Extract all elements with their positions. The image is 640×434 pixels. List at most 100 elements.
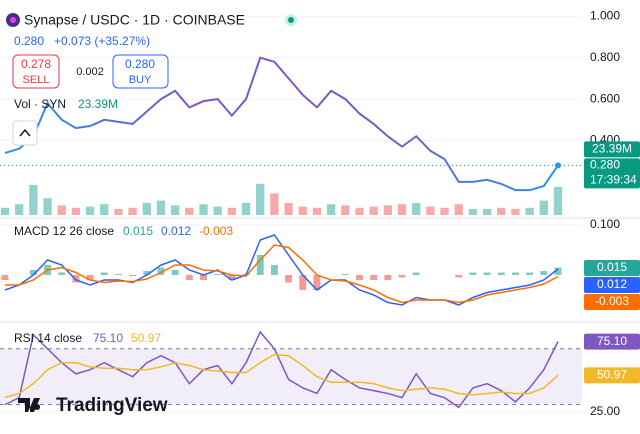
buy-price: 0.280 bbox=[125, 57, 155, 71]
volume-bar bbox=[468, 209, 478, 215]
macd-line bbox=[5, 244, 559, 304]
rsi-legend-value: 75.10 bbox=[93, 331, 123, 345]
volume-bar bbox=[454, 204, 463, 215]
rsi-badge-text: 50.97 bbox=[597, 368, 627, 382]
volume-bar bbox=[213, 206, 222, 215]
y-tick-label: 0.100 bbox=[590, 217, 620, 231]
histogram-bar bbox=[58, 272, 66, 275]
volume-bar bbox=[15, 204, 24, 215]
volume-bar bbox=[270, 193, 279, 215]
symbol-title: Synapse / USDC · 1D · COINBASE bbox=[24, 12, 245, 28]
histogram-bar bbox=[554, 267, 562, 275]
collapse-button[interactable] bbox=[12, 120, 38, 146]
volume-bar bbox=[256, 183, 265, 215]
histogram-bar bbox=[497, 272, 505, 275]
price-badge bbox=[584, 158, 640, 189]
volume-bar bbox=[553, 186, 563, 215]
volume-bar bbox=[326, 204, 336, 215]
last-price: 0.280 bbox=[14, 34, 44, 48]
macd-badge-text: -0.003 bbox=[595, 294, 629, 308]
buy-button[interactable] bbox=[112, 54, 169, 89]
histogram-bar bbox=[214, 274, 222, 275]
y-tick-label: 25.00 bbox=[590, 404, 620, 418]
volume-bar bbox=[369, 206, 378, 215]
histogram-bar bbox=[483, 272, 491, 275]
volume-badge bbox=[584, 141, 640, 158]
volume-bar bbox=[0, 207, 10, 215]
macd-badge-text: 0.015 bbox=[597, 260, 627, 274]
macd-badge-text: 0.012 bbox=[597, 277, 627, 291]
histogram-bar bbox=[185, 275, 193, 280]
histogram-bar bbox=[86, 275, 94, 280]
logo-text: TradingView bbox=[56, 395, 168, 416]
price-line bbox=[4, 56, 559, 192]
rsi-badge bbox=[584, 367, 640, 384]
volume-bar bbox=[511, 209, 520, 215]
last-price-dot bbox=[555, 162, 561, 169]
volume-bar bbox=[412, 203, 421, 215]
histogram-bar bbox=[270, 265, 278, 275]
countdown: 17:39:34 bbox=[590, 172, 637, 186]
volume-bar bbox=[43, 198, 52, 215]
volume-bar bbox=[171, 205, 180, 215]
histogram-bar bbox=[256, 255, 264, 275]
macd-legend-value: 0.015 bbox=[123, 224, 153, 238]
histogram-bar bbox=[72, 275, 80, 283]
y-tick-label: 0.600 bbox=[590, 91, 620, 105]
macd-label: MACD 12 26 close bbox=[14, 224, 114, 238]
volume-bar bbox=[227, 207, 237, 215]
macd-legend-value: -0.003 bbox=[199, 224, 233, 238]
histogram-bar bbox=[143, 271, 151, 275]
histogram-bar bbox=[370, 275, 378, 280]
logo-mark bbox=[18, 398, 41, 412]
histogram-bar bbox=[171, 270, 179, 275]
volume-bar bbox=[426, 206, 435, 215]
volume-bar bbox=[71, 207, 81, 215]
histogram-bar bbox=[1, 275, 9, 280]
rsi-line bbox=[4, 330, 559, 409]
sell-label: SELL bbox=[23, 74, 50, 86]
histogram-bar bbox=[469, 272, 477, 275]
volume-bar bbox=[156, 200, 166, 215]
histogram-bar bbox=[200, 275, 207, 280]
histogram-bar bbox=[412, 272, 420, 275]
volume-badge-text: 23.39M bbox=[592, 141, 632, 155]
rsi-badge bbox=[584, 333, 640, 350]
histogram-bar bbox=[100, 272, 108, 275]
histogram-bar bbox=[285, 275, 293, 283]
volume-bar bbox=[85, 206, 95, 215]
histogram-bar bbox=[384, 275, 392, 280]
volume-bar bbox=[383, 205, 392, 215]
volume-label: Vol · SYN bbox=[14, 97, 66, 111]
y-tick-label: 0.800 bbox=[590, 50, 620, 64]
rsi-line bbox=[4, 353, 559, 399]
volume-bar bbox=[497, 207, 506, 215]
volume-bar bbox=[397, 204, 407, 215]
histogram-bar bbox=[299, 275, 307, 290]
symbol-icon bbox=[10, 17, 16, 23]
buy-label: BUY bbox=[129, 74, 152, 86]
histogram-bar bbox=[313, 275, 321, 290]
volume-bar bbox=[312, 207, 322, 215]
volume-bar bbox=[142, 203, 151, 215]
rsi-label: RSI 14 close bbox=[14, 331, 82, 345]
macd-badge bbox=[584, 277, 640, 293]
macd-badge bbox=[584, 294, 640, 310]
volume-bar bbox=[29, 185, 38, 215]
volume-bar bbox=[114, 209, 123, 215]
volume-bar bbox=[128, 207, 137, 215]
volume-bar bbox=[57, 205, 66, 215]
sell-button[interactable] bbox=[12, 54, 60, 89]
histogram-bar bbox=[540, 271, 548, 275]
histogram-bar bbox=[228, 275, 236, 280]
volume-bar bbox=[482, 209, 492, 215]
volume-value: 23.39M bbox=[78, 97, 118, 111]
volume-bar bbox=[284, 203, 293, 215]
histogram-bar bbox=[157, 267, 165, 275]
collapse-icon bbox=[19, 128, 31, 137]
volume-bar bbox=[525, 207, 534, 215]
histogram-bar bbox=[129, 275, 137, 276]
histogram-bar bbox=[398, 275, 406, 278]
volume-bar bbox=[298, 206, 307, 215]
y-tick-label: 1.000 bbox=[590, 8, 620, 22]
